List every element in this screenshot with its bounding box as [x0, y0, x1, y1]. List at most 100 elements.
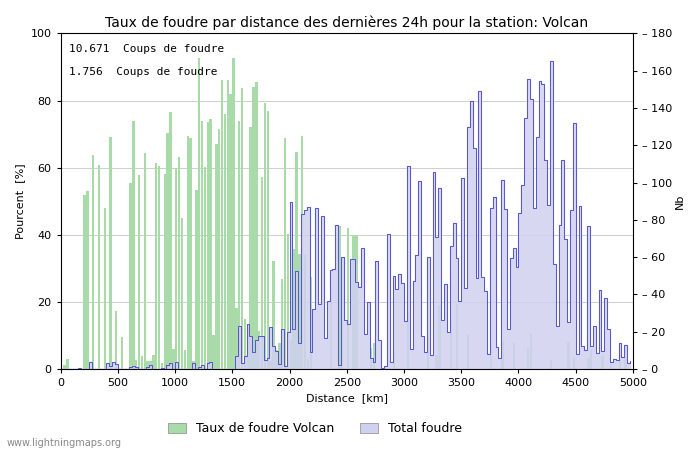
Bar — [64, 364, 66, 369]
Bar — [181, 218, 183, 369]
Bar — [256, 82, 258, 369]
Y-axis label: Nb: Nb — [675, 194, 685, 209]
Bar — [573, 358, 575, 369]
Bar — [186, 136, 189, 369]
Bar — [407, 312, 410, 369]
Bar — [144, 153, 146, 369]
Bar — [293, 248, 295, 369]
Bar — [261, 177, 263, 369]
Bar — [175, 168, 178, 369]
Bar — [501, 341, 504, 369]
Bar — [218, 129, 220, 369]
Bar — [198, 58, 200, 369]
Bar — [295, 153, 298, 369]
Bar — [270, 361, 272, 369]
Bar — [193, 360, 195, 369]
Bar — [619, 353, 621, 369]
Bar — [230, 94, 232, 369]
Bar — [98, 166, 100, 369]
Bar — [284, 138, 286, 369]
Bar — [252, 87, 255, 369]
Bar — [587, 358, 589, 369]
Bar — [290, 339, 292, 369]
Bar — [346, 228, 349, 369]
Bar — [238, 121, 240, 369]
Bar — [301, 136, 303, 369]
Bar — [307, 360, 309, 369]
Bar — [172, 349, 174, 369]
Bar — [287, 234, 289, 369]
Bar — [278, 343, 281, 369]
Bar — [624, 357, 626, 369]
Bar — [281, 279, 284, 369]
Bar — [104, 208, 106, 369]
Bar — [249, 127, 252, 369]
Bar — [527, 348, 529, 369]
Bar — [152, 355, 155, 369]
Bar — [456, 304, 458, 369]
Bar — [264, 103, 266, 369]
Bar — [246, 334, 249, 369]
Bar — [132, 121, 134, 369]
Text: 10.671  Coups de foudre: 10.671 Coups de foudre — [69, 44, 225, 54]
Bar — [190, 138, 192, 369]
Bar — [235, 308, 237, 369]
Legend: Taux de foudre Volcan, Total foudre: Taux de foudre Volcan, Total foudre — [164, 419, 466, 439]
Bar — [267, 111, 269, 369]
Bar — [330, 295, 332, 369]
Bar — [164, 175, 166, 369]
Bar — [215, 144, 218, 369]
Bar — [393, 350, 395, 369]
Bar — [135, 360, 137, 369]
Bar — [550, 360, 552, 369]
Bar — [115, 311, 118, 369]
Bar — [338, 226, 341, 369]
Bar — [610, 362, 612, 369]
Bar — [304, 255, 307, 369]
Bar — [427, 337, 429, 369]
Bar — [590, 351, 592, 369]
Bar — [275, 350, 278, 369]
Bar — [530, 334, 533, 369]
Bar — [183, 350, 186, 369]
Bar — [490, 346, 492, 369]
Bar — [141, 356, 143, 369]
Bar — [195, 190, 197, 369]
Bar — [370, 348, 372, 369]
Bar — [149, 361, 152, 369]
Bar — [272, 261, 275, 369]
Y-axis label: Pourcent  [%]: Pourcent [%] — [15, 163, 25, 239]
Bar — [212, 335, 215, 369]
Bar — [309, 277, 312, 369]
Text: www.lightningmaps.org: www.lightningmaps.org — [7, 438, 122, 448]
Bar — [169, 112, 172, 369]
Bar — [341, 320, 344, 369]
Bar — [353, 236, 355, 369]
Bar — [258, 331, 260, 369]
Bar — [224, 114, 226, 369]
Bar — [86, 191, 89, 369]
Bar — [356, 235, 358, 369]
Text: 1.756  Coups de foudre: 1.756 Coups de foudre — [69, 67, 218, 77]
Bar — [178, 157, 181, 369]
Bar — [201, 121, 203, 369]
Bar — [244, 319, 246, 369]
Bar — [450, 321, 452, 369]
Bar — [138, 176, 140, 369]
Bar — [438, 305, 441, 369]
Bar — [130, 183, 132, 369]
Bar — [232, 58, 234, 369]
Bar — [206, 122, 209, 369]
Bar — [372, 342, 375, 369]
Bar — [298, 254, 300, 369]
Bar — [66, 359, 69, 369]
Bar — [167, 134, 169, 369]
Bar — [567, 342, 570, 369]
Bar — [220, 81, 223, 369]
Bar — [241, 88, 244, 369]
X-axis label: Distance  [km]: Distance [km] — [306, 393, 388, 404]
Bar — [92, 155, 95, 369]
Bar — [209, 119, 212, 369]
Bar — [512, 343, 515, 369]
Bar — [161, 363, 163, 369]
